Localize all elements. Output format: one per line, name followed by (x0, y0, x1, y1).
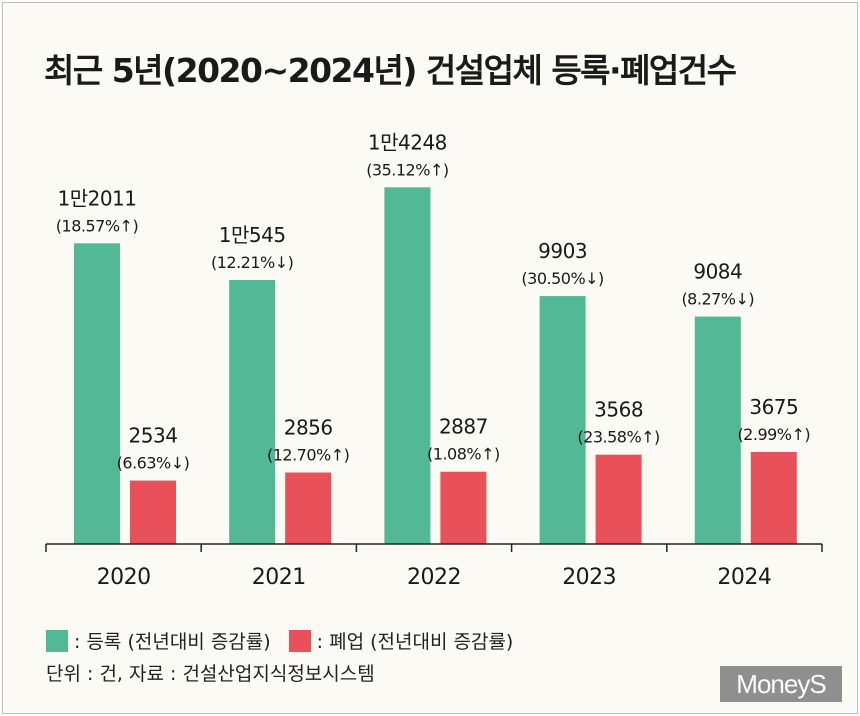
x-tick-label-2021: 2021 (252, 565, 306, 590)
change-label-closure-2024: (2.99%↑) (737, 425, 810, 444)
bar-chart: 1만2011 (18.57%↑) 1만545 (12.21%↓) 1만4248 (35.1… (45, 130, 823, 590)
value-label-closure-2020: 2534 (129, 424, 178, 448)
value-label-registration-2024: 9084 (693, 260, 742, 284)
change-label-closure-2023: (23.58%↑) (577, 428, 659, 447)
moneys-logo: MoneyS (720, 666, 842, 702)
x-tick-label-2022: 2022 (407, 565, 461, 590)
value-label-registration-2022: 1만4248 (368, 130, 447, 154)
change-label-registration-2020: (18.57%↑) (56, 216, 138, 235)
change-label-registration-2022: (35.12%↑) (366, 160, 448, 179)
x-tick-label-2020: 2020 (97, 565, 151, 590)
bar-registration-2021 (229, 280, 276, 544)
chart-title: 최근 5년(2020~2024년) 건설업체 등록·폐업건수 (44, 51, 737, 90)
x-tick-label-2023: 2023 (562, 565, 616, 590)
legend: : 등록 (전년대비 증감률) : 폐업 (전년대비 증감률) (46, 627, 531, 654)
change-label-registration-2024: (8.27%↓) (681, 290, 754, 309)
bar-closure-2024 (750, 452, 797, 544)
value-label-registration-2020: 1만2011 (57, 186, 136, 210)
source-note: 단위 : 건, 자료 : 건설산업지식정보시스템 (46, 663, 375, 685)
legend-label-registration: : 등록 (전년대비 증감률) (74, 631, 271, 653)
value-label-closure-2024: 3675 (749, 395, 798, 419)
value-label-closure-2023: 3568 (594, 398, 643, 422)
legend-swatch-closure (288, 629, 311, 652)
change-label-closure-2021: (12.70%↑) (267, 446, 349, 465)
bar-registration-2024 (694, 316, 741, 544)
value-label-registration-2021: 1만545 (219, 223, 286, 247)
bar-closure-2020 (130, 480, 176, 544)
bar-closure-2022 (440, 471, 487, 544)
bar-closure-2021 (285, 472, 332, 544)
change-label-closure-2020: (6.63%↓) (117, 454, 190, 473)
value-label-closure-2022: 2887 (439, 415, 488, 439)
change-label-registration-2023: (30.50%↓) (521, 269, 603, 288)
bar-registration-2020 (74, 243, 120, 544)
value-label-registration-2023: 9903 (538, 239, 587, 263)
x-tick-label-2024: 2024 (717, 565, 771, 590)
bar-registration-2022 (384, 187, 431, 544)
change-label-registration-2021: (12.21%↓) (211, 253, 293, 272)
legend-label-closure: : 폐업 (전년대비 증감률) (316, 631, 514, 653)
legend-swatch-registration (46, 629, 68, 652)
change-label-closure-2022: (1.08%↑) (427, 445, 500, 464)
bar-closure-2023 (595, 454, 642, 544)
bar-registration-2023 (539, 296, 586, 544)
value-label-closure-2021: 2856 (284, 416, 333, 440)
